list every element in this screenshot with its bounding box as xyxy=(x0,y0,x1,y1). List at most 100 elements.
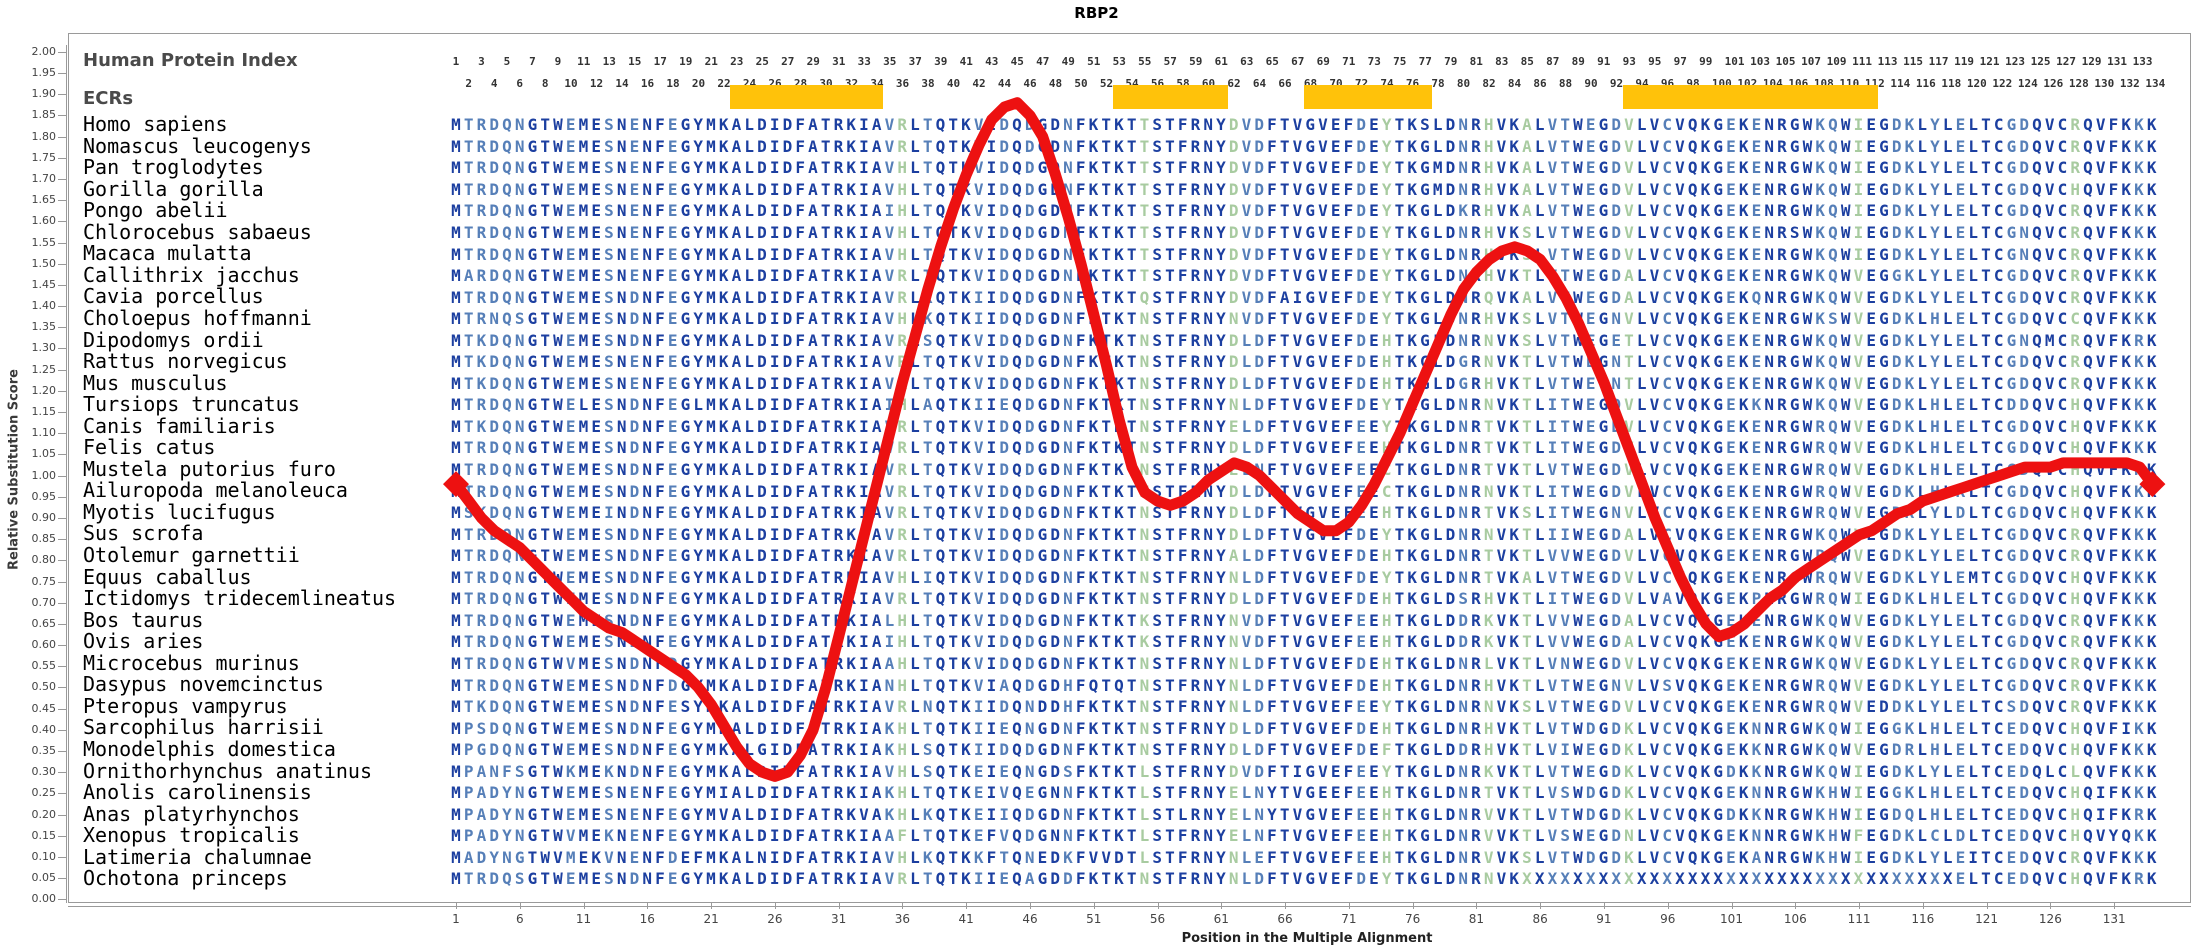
index-number: 95 xyxy=(1648,55,1662,68)
residue: F xyxy=(1177,783,1188,803)
residue: I xyxy=(986,352,997,372)
residue: V xyxy=(2095,589,2106,609)
residue: G xyxy=(1037,675,1048,695)
residue: S xyxy=(1522,244,1532,264)
residue: G xyxy=(1598,804,1609,824)
residue: K xyxy=(718,740,729,760)
index-number: 77 xyxy=(1418,55,1432,68)
residue: L xyxy=(1432,201,1443,221)
residue: E xyxy=(1726,524,1736,544)
residue: D xyxy=(782,697,793,717)
residue: W xyxy=(1840,179,1851,199)
residue: F xyxy=(655,373,665,393)
residue: D xyxy=(1356,352,1367,372)
residue: C xyxy=(1993,416,2004,436)
residue: V xyxy=(1649,546,1660,566)
residue: F xyxy=(897,826,908,846)
residue: K xyxy=(1904,546,1915,566)
residue: E xyxy=(1726,373,1736,393)
residue: N xyxy=(1764,697,1775,717)
residue: Q xyxy=(1012,287,1022,307)
residue: R xyxy=(2070,373,2081,393)
residue: T xyxy=(820,352,831,372)
residue: S xyxy=(604,373,614,393)
residue: K xyxy=(961,115,971,135)
residue: V xyxy=(1624,395,1634,415)
residue: N xyxy=(1063,438,1073,458)
x-tick-mark xyxy=(1795,903,1797,909)
residue: A xyxy=(871,761,882,781)
residue: I xyxy=(859,653,869,673)
residue: Q xyxy=(935,460,946,480)
residue: W xyxy=(1802,309,1813,329)
residue: K xyxy=(1509,352,1520,372)
residue: K xyxy=(2134,761,2144,781)
residue: D xyxy=(1254,395,1265,415)
residue: N xyxy=(1139,718,1150,738)
residue: I xyxy=(1560,524,1571,544)
residue: E xyxy=(1585,740,1596,760)
residue: M xyxy=(578,697,589,717)
residue: E xyxy=(591,503,602,523)
residue: Q xyxy=(1828,567,1838,587)
residue: C xyxy=(1993,460,2004,480)
residue: E xyxy=(1369,524,1379,544)
residue: T xyxy=(1981,179,1991,199)
residue: R xyxy=(1471,179,1481,199)
residue: K xyxy=(1088,632,1099,652)
residue: L xyxy=(1534,179,1545,199)
residue: I xyxy=(986,567,997,587)
residue: T xyxy=(922,610,933,630)
residue: T xyxy=(1522,416,1532,436)
residue: N xyxy=(642,589,653,609)
residue: R xyxy=(833,395,844,415)
residue: Y xyxy=(1216,179,1226,199)
residue: Q xyxy=(502,416,512,436)
residue: G xyxy=(1305,373,1316,393)
residue: T xyxy=(820,740,831,760)
residue: N xyxy=(1063,567,1073,587)
residue: A xyxy=(1228,546,1239,566)
residue: K xyxy=(718,373,729,393)
residue: T xyxy=(1279,309,1290,329)
residue: D xyxy=(2019,804,2030,824)
residue: Q xyxy=(935,653,946,673)
residue: K xyxy=(1815,610,1826,630)
residue: M xyxy=(706,697,716,717)
residue: V xyxy=(973,158,984,178)
residue: T xyxy=(820,266,831,286)
residue: T xyxy=(1165,460,1175,480)
residue: T xyxy=(1624,352,1634,372)
residue: T xyxy=(820,201,831,221)
residue: K xyxy=(1904,761,1915,781)
residue: L xyxy=(1968,330,1979,350)
y-tick-label: 0.85 xyxy=(31,532,57,546)
residue: L xyxy=(1942,653,1953,673)
residue: C xyxy=(2070,309,2081,329)
residue: C xyxy=(1993,718,2004,738)
residue: V xyxy=(1649,395,1660,415)
residue: W xyxy=(1573,697,1583,717)
residue: F xyxy=(1267,524,1277,544)
residue: D xyxy=(757,330,767,350)
residue: N xyxy=(1139,416,1150,436)
residue: R xyxy=(1471,524,1481,544)
residue: K xyxy=(846,697,857,717)
residue: E xyxy=(667,266,678,286)
residue: V xyxy=(1318,718,1328,738)
residue: Q xyxy=(2032,589,2042,609)
residue: S xyxy=(1152,740,1163,760)
residue: H xyxy=(897,653,908,673)
residue: E xyxy=(1585,632,1596,652)
residue: L xyxy=(744,567,755,587)
residue: N xyxy=(1228,697,1239,717)
residue: V xyxy=(1649,136,1660,156)
residue: E xyxy=(1751,438,1762,458)
residue: G xyxy=(1598,783,1609,803)
species-name: Pongo abelii xyxy=(83,198,228,223)
residue: L xyxy=(744,804,755,824)
residue: T xyxy=(1279,761,1290,781)
residue: T xyxy=(540,653,551,673)
residue: R xyxy=(1190,697,1201,717)
residue: K xyxy=(1088,740,1099,760)
